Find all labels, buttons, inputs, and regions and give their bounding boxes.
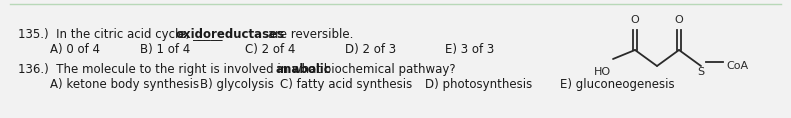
Text: C) 2 of 4: C) 2 of 4 [245,43,295,56]
Text: are reversible.: are reversible. [264,28,354,41]
Text: E) gluconeogenesis: E) gluconeogenesis [560,78,675,91]
Text: B) 1 of 4: B) 1 of 4 [140,43,191,56]
Text: O: O [630,15,639,25]
Text: D) photosynthesis: D) photosynthesis [425,78,532,91]
Text: O: O [675,15,683,25]
Text: A) 0 of 4: A) 0 of 4 [50,43,100,56]
Text: S: S [698,67,705,77]
Text: biochemical pathway?: biochemical pathway? [320,63,456,76]
Text: oxidoreductases: oxidoreductases [175,28,284,41]
Text: A) ketone body synthesis: A) ketone body synthesis [50,78,199,91]
Text: E) 3 of 3: E) 3 of 3 [445,43,494,56]
Text: 135.)  In the citric acid cycle, _____: 135.) In the citric acid cycle, _____ [18,28,226,41]
Text: C) fatty acid synthesis: C) fatty acid synthesis [280,78,412,91]
Text: 136.)  The molecule to the right is involved in what: 136.) The molecule to the right is invol… [18,63,325,76]
Text: CoA: CoA [726,61,748,71]
Text: D) 2 of 3: D) 2 of 3 [345,43,396,56]
Text: anabolic: anabolic [275,63,331,76]
Text: B) glycolysis: B) glycolysis [200,78,274,91]
Text: HO: HO [594,67,611,77]
